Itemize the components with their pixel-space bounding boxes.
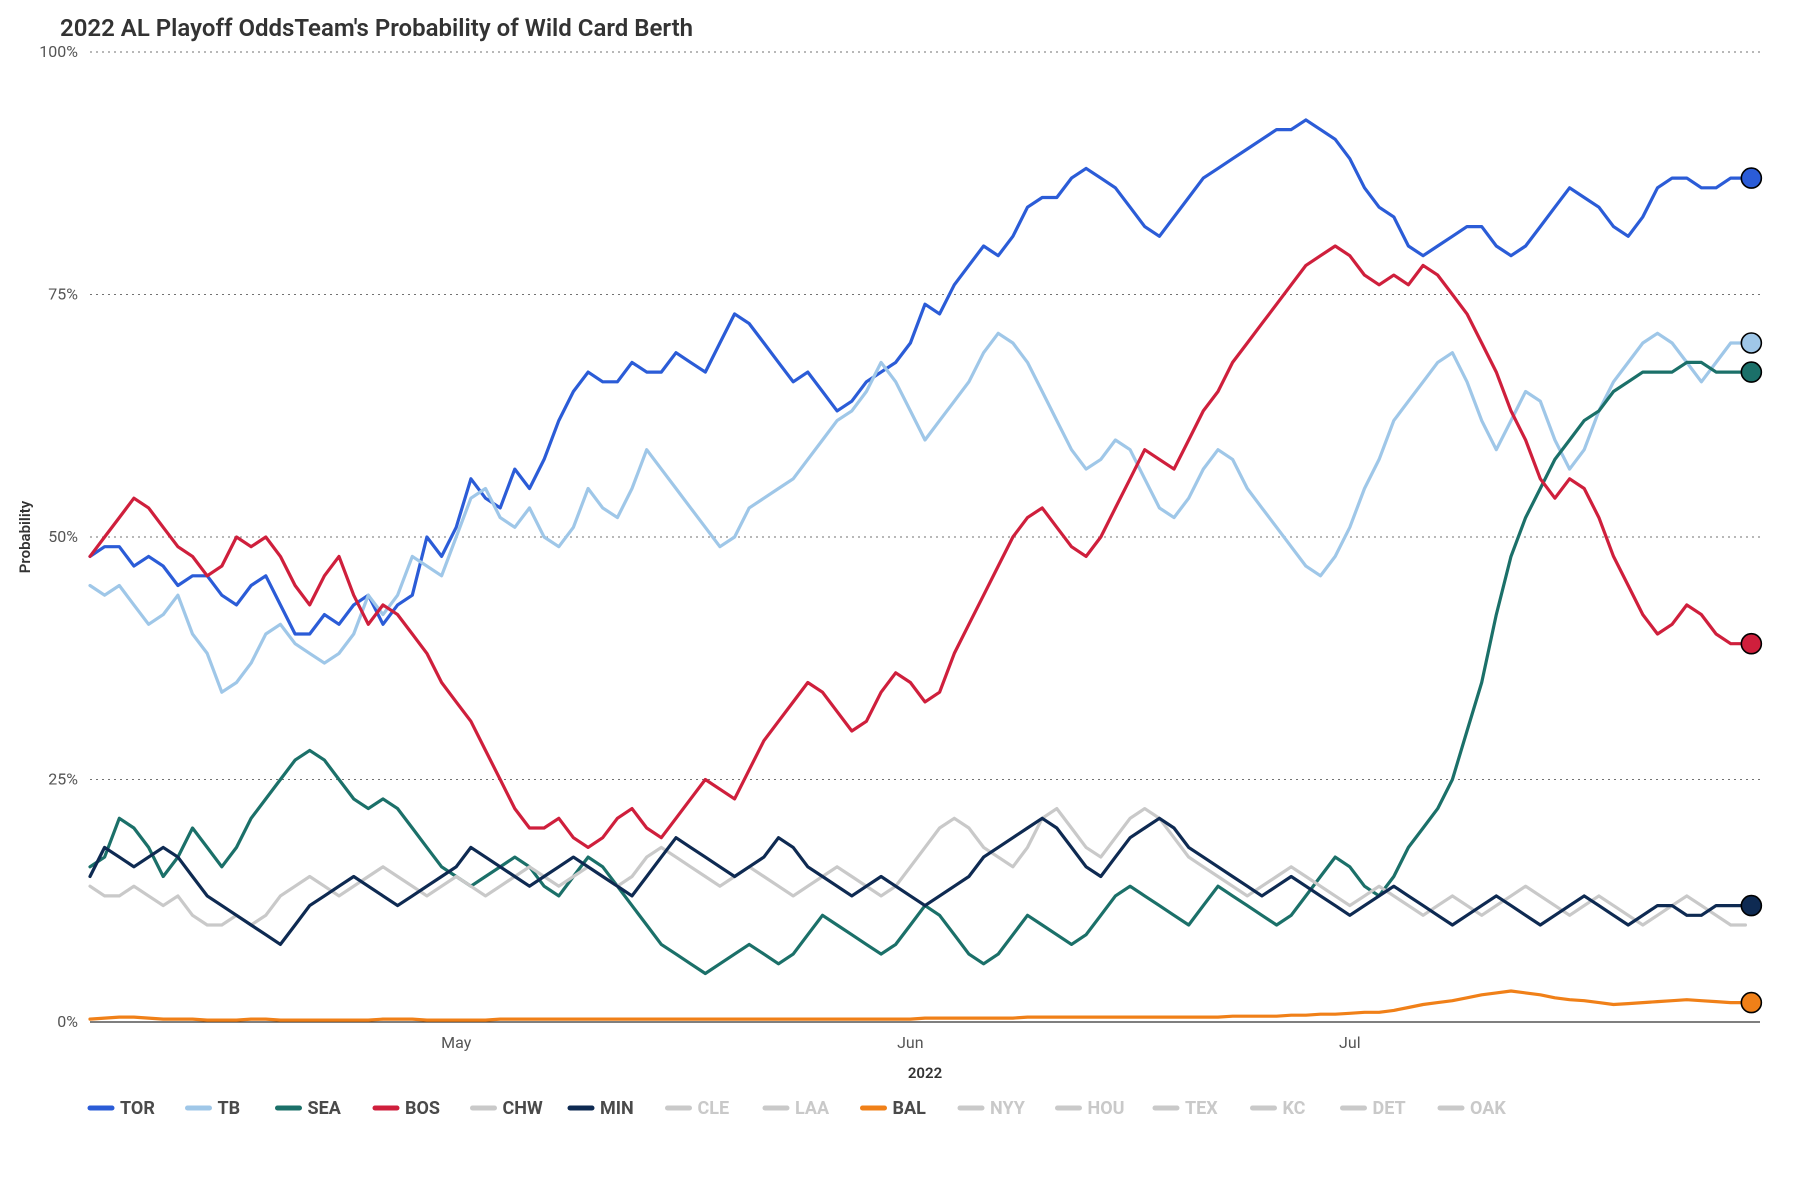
- chart-container: 2022 AL Playoff OddsTeam's Probability o…: [0, 0, 1800, 1200]
- legend-label: TEX: [1185, 1098, 1218, 1119]
- legend-label: KC: [1283, 1098, 1306, 1119]
- y-tick-label: 75%: [48, 285, 78, 304]
- legend-label: TB: [218, 1098, 241, 1119]
- end-marker-bos: [1741, 634, 1761, 654]
- end-marker-tb: [1741, 333, 1761, 353]
- x-tick-label: Jul: [1339, 1033, 1361, 1052]
- chart-svg: 2022 AL Playoff OddsTeam's Probability o…: [0, 0, 1800, 1200]
- legend-label: TOR: [120, 1098, 155, 1119]
- end-marker-tor: [1741, 168, 1761, 188]
- y-axis-label: Probability: [16, 500, 34, 573]
- y-tick-label: 50%: [48, 527, 78, 546]
- end-marker-bal: [1741, 993, 1761, 1013]
- legend-label: CHW: [503, 1098, 543, 1119]
- legend-label: NYY: [990, 1098, 1026, 1119]
- legend-label: HOU: [1088, 1098, 1125, 1119]
- x-tick-label: Jun: [897, 1033, 923, 1052]
- y-tick-label: 25%: [48, 770, 78, 789]
- end-marker-sea: [1741, 362, 1761, 382]
- legend-label: SEA: [308, 1098, 342, 1119]
- legend-label: OAK: [1470, 1098, 1506, 1119]
- legend-label: DET: [1373, 1098, 1406, 1119]
- legend-label: MIN: [600, 1098, 634, 1119]
- x-tick-label: May: [441, 1033, 472, 1052]
- y-tick-label: 100%: [39, 42, 78, 61]
- x-axis-label: 2022: [908, 1064, 942, 1082]
- legend-label: LAA: [795, 1098, 830, 1119]
- legend-label: CLE: [698, 1098, 730, 1119]
- end-marker-min: [1741, 896, 1761, 916]
- legend-label: BOS: [405, 1098, 440, 1119]
- y-tick-label: 0%: [57, 1012, 78, 1031]
- chart-title: 2022 AL Playoff OddsTeam's Probability o…: [60, 14, 693, 42]
- legend-label: BAL: [893, 1098, 927, 1119]
